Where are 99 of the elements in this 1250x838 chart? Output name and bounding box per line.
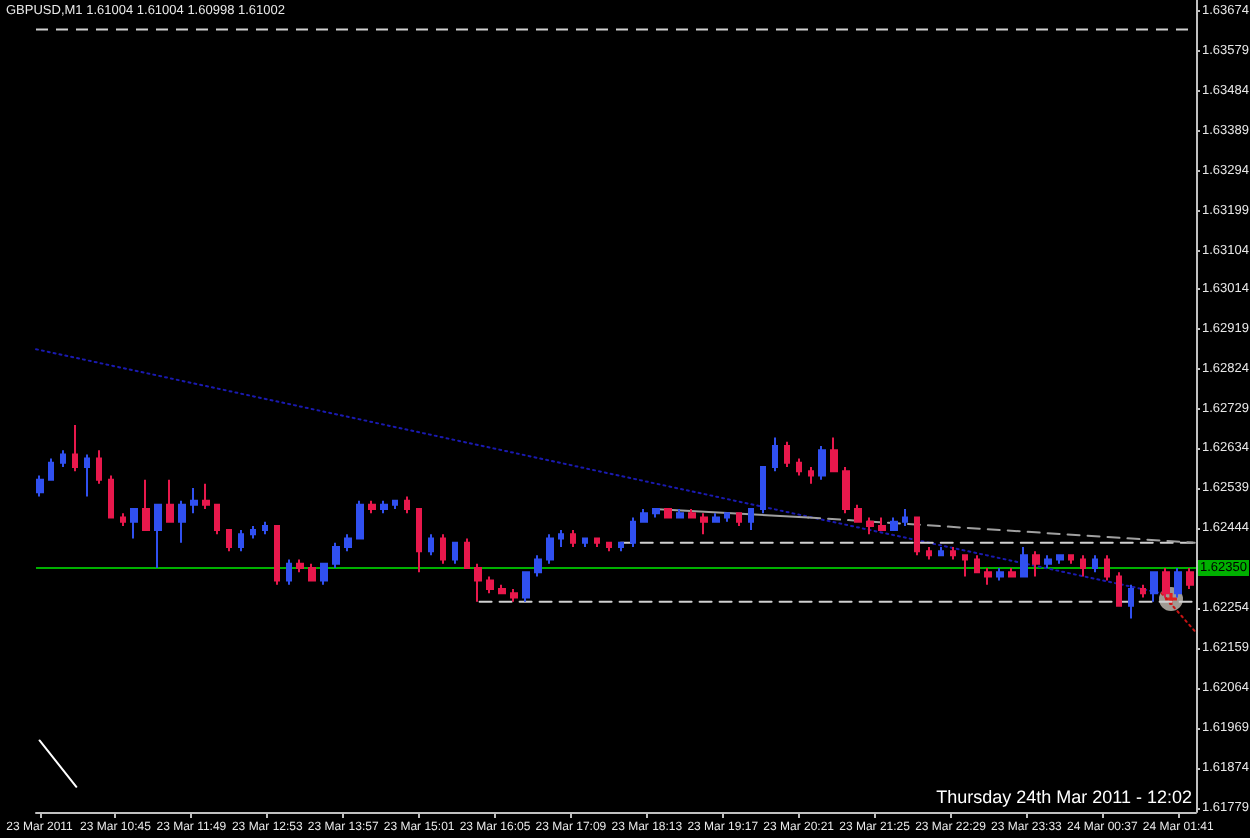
candlestick [1116,571,1122,607]
candlestick [676,508,684,519]
candlestick [1140,583,1146,599]
candlestick [510,588,518,603]
candlestick [640,508,648,523]
candlestick [748,508,754,532]
candlestick [618,541,624,553]
candlestick [356,499,364,540]
candlestick [308,562,316,582]
candlestick [238,529,244,553]
candlestick [652,508,660,519]
candlestick [1174,566,1182,599]
candlestick [214,503,220,536]
candlestick [630,516,636,548]
candlestick [96,449,102,485]
candlestick [1128,583,1134,620]
candlestick [36,474,44,498]
candlestick [842,466,850,515]
candlestick [262,520,268,536]
candlestick [474,562,482,603]
annotation: Thursday 24th Mar 2011 - 12:02 [936,787,1193,807]
candlestick [1008,566,1016,578]
candlestick [984,566,992,586]
candlestick [142,478,150,532]
candlestick [558,529,564,548]
candlestick [1186,566,1194,591]
candlestick [296,558,304,574]
candlestick [784,440,790,469]
candlestick [72,423,78,473]
candlestick [962,554,968,578]
candlestick [866,516,874,536]
candlestick [452,541,458,565]
candlestick [808,466,814,485]
candlestick [320,562,328,586]
candlestick [226,529,232,553]
candlestick [818,444,826,481]
candlestick [286,558,292,586]
candlestick [878,516,886,532]
candlestick [332,541,340,569]
candlestick [498,583,506,595]
candlestick [974,554,980,574]
candlestick [274,524,280,586]
candlestick [130,508,138,540]
candlestick [1092,554,1098,574]
candlestick [368,499,376,515]
candlestick [178,499,186,544]
candlestick [428,533,434,557]
candlestick [926,545,932,561]
candlestick [202,482,210,511]
candlestick [1020,545,1028,578]
candlestick [250,524,256,540]
candlestick [724,512,730,523]
candlestick [582,537,588,548]
candlestick [796,457,802,477]
candlestick [1150,571,1158,603]
candlestick [120,512,126,527]
candlestick [890,516,898,532]
candlestick [688,508,696,519]
candlestick [48,457,54,481]
candlestick [464,537,470,569]
candlestick [1032,550,1040,578]
candlestick [712,512,720,523]
candlestick [1044,554,1052,569]
candlestick [1056,554,1064,565]
candlestick [700,512,708,536]
candlestick [1162,566,1170,599]
candlestick [344,533,352,553]
candlestick [546,533,554,565]
candlestick [1080,554,1086,578]
candlestick [606,541,612,553]
candlestick [664,508,672,519]
candlestick [154,503,162,569]
candlestick [996,566,1004,582]
candlestick [60,449,66,469]
candlestick [854,503,862,523]
candlestick [772,436,778,473]
candlestick [760,466,766,515]
candlestick [522,571,530,603]
candlestick [914,516,920,557]
candlestick [440,533,446,565]
candlestick [950,545,956,561]
candlestick [570,529,576,548]
candlestick [108,474,114,519]
candlestick [902,508,908,527]
candlestick [1104,554,1110,582]
candlestick [594,537,600,548]
candlestick [84,453,90,498]
candlestick [416,508,422,574]
candlestick [404,495,410,515]
candlestick [1068,554,1074,565]
candlestick [938,545,944,557]
candlestick [380,499,388,515]
candlestick [392,499,398,511]
candlestick [736,512,742,527]
candlestick [486,575,494,595]
candlestick [534,554,542,578]
candlestick [190,487,198,515]
candlestick [830,436,838,473]
candlestick [166,478,174,523]
